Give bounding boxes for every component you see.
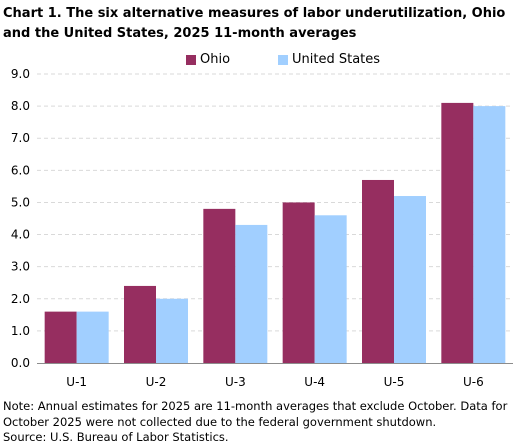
bar-ohio bbox=[44, 311, 77, 363]
chart-source: Source: U.S. Bureau of Labor Statistics. bbox=[3, 430, 229, 444]
x-tick-label: U-1 bbox=[66, 375, 87, 389]
bar-united-states bbox=[473, 106, 506, 363]
bar-united-states bbox=[76, 311, 109, 363]
bar-united-states bbox=[394, 196, 426, 363]
y-tick-label: 9.0 bbox=[11, 67, 30, 81]
x-tick-label: U-6 bbox=[463, 375, 484, 389]
x-tick-label: U-2 bbox=[146, 375, 167, 389]
y-tick-label: 4.0 bbox=[11, 228, 30, 242]
legend-swatch-ohio bbox=[186, 54, 196, 65]
y-tick-label: 0.0 bbox=[11, 356, 30, 370]
legend-label-united-states: United States bbox=[292, 52, 381, 67]
y-tick-label: 2.0 bbox=[11, 292, 30, 306]
bar-ohio bbox=[282, 202, 315, 363]
bar-ohio bbox=[124, 285, 156, 363]
x-tick-label: U-5 bbox=[384, 375, 405, 389]
x-tick-label: U-3 bbox=[225, 375, 246, 389]
legend-item-ohio: Ohio bbox=[186, 52, 230, 67]
chart-note: Note: Annual estimates for 2025 are 11-m… bbox=[3, 399, 508, 429]
chart-legend: Ohio United States bbox=[0, 52, 527, 68]
legend-item-united-states: United States bbox=[278, 52, 380, 67]
bar-ohio bbox=[441, 102, 474, 364]
y-tick-label: 6.0 bbox=[11, 163, 30, 177]
bar-united-states bbox=[314, 215, 347, 363]
legend-swatch-united-states bbox=[278, 54, 288, 65]
y-tick-label: 8.0 bbox=[11, 99, 30, 113]
y-tick-label: 3.0 bbox=[11, 260, 30, 274]
bar-ohio bbox=[203, 208, 236, 363]
bar-united-states bbox=[235, 224, 268, 363]
x-tick-label: U-4 bbox=[304, 375, 325, 389]
chart-title: Chart 1. The six alternative measures of… bbox=[3, 6, 506, 41]
bar-ohio bbox=[362, 179, 394, 363]
y-tick-label: 5.0 bbox=[11, 195, 30, 209]
legend-label-ohio: Ohio bbox=[200, 52, 231, 67]
bar-united-states bbox=[156, 298, 188, 363]
y-tick-label: 7.0 bbox=[11, 131, 30, 145]
y-tick-label: 1.0 bbox=[11, 324, 30, 338]
